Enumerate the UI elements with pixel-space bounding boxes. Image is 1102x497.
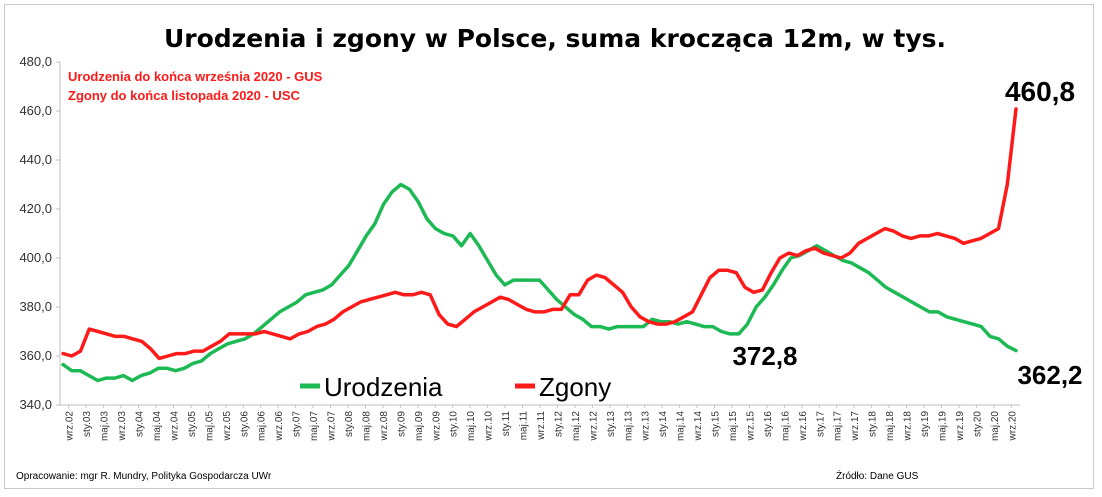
x-tick-label: maj.08	[361, 411, 372, 441]
x-tick-label: maj.05	[204, 411, 215, 441]
x-tick-label: maj.03	[100, 411, 111, 441]
legend-label-urodzenia: Urodzenia	[324, 372, 443, 402]
x-tick-label: maj.09	[414, 411, 425, 441]
y-tick-label: 380,0	[19, 299, 52, 314]
x-tick-label: wrz.13	[641, 411, 652, 442]
x-tick-label: wrz.20	[1007, 411, 1018, 442]
x-tick-label: wrz.07	[327, 411, 338, 442]
x-tick-label: maj.19	[937, 411, 948, 441]
x-tick-label: sty.19	[920, 411, 931, 437]
x-tick-label: maj.04	[152, 411, 163, 441]
x-tick-label: wrz.04	[169, 411, 180, 442]
x-tick-label: wrz.15	[745, 411, 756, 442]
x-tick-label: sty.15	[711, 411, 722, 437]
x-tick-label: sty.05	[187, 411, 198, 437]
legend-label-zgony: Zgony	[539, 372, 611, 402]
x-tick-label: maj.10	[466, 411, 477, 441]
x-tick-label: maj.17	[833, 411, 844, 441]
annotation-urodzenia-last: 362,2	[1017, 360, 1082, 390]
x-tick-label: wrz.12	[588, 411, 599, 442]
x-tick-label: wrz.17	[850, 411, 861, 442]
x-tick-label: wrz.16	[798, 411, 809, 442]
x-tick-label: sty.20	[972, 411, 983, 437]
x-tick-label: wrz.08	[379, 411, 390, 442]
x-axis: wrz.02 sty.03 maj.03 wrz.03 sty.04 maj.04 wrz.…	[60, 404, 1020, 442]
x-tick-label: sty.09	[396, 411, 407, 437]
source-author: Opracowanie: mgr R. Mundry, Polityka Gos…	[16, 471, 272, 482]
x-tick-label: wrz.05	[222, 411, 233, 442]
x-tick-label: wrz.10	[484, 411, 495, 442]
x-tick-label: sty.03	[82, 411, 93, 437]
x-tick-label: sty.06	[239, 411, 250, 437]
x-tick-label: wrz.09	[431, 411, 442, 442]
legend: Urodzenia Zgony	[300, 372, 611, 402]
note-births: Urodzenia do końca września 2020 - GUS	[68, 69, 323, 84]
note-deaths: Zgony do końca listopada 2020 - USC	[68, 88, 300, 103]
x-tick-label: wrz.02	[65, 411, 76, 442]
x-tick-label: maj.16	[780, 411, 791, 441]
y-tick-label: 360,0	[19, 348, 52, 363]
x-tick-label: wrz.03	[117, 411, 128, 442]
x-tick-label: sty.07	[292, 411, 303, 437]
annotation-urodzenia-2015: 372,8	[732, 341, 797, 371]
y-tick-label: 480,0	[19, 54, 52, 69]
series-line-urodzenia	[61, 182, 1018, 383]
x-tick-label: maj.06	[257, 411, 268, 441]
chart-title: Urodzenia i zgony w Polsce, suma krocząc…	[164, 24, 946, 53]
x-tick-label: sty.18	[868, 411, 879, 437]
annotation-max-zgony: 460,8	[1005, 76, 1075, 107]
x-tick-label: maj.12	[571, 411, 582, 441]
x-tick-label: sty.14	[658, 411, 669, 437]
x-tick-label: wrz.18	[903, 411, 914, 442]
x-tick-label: maj.15	[728, 411, 739, 441]
x-tick-label: maj.13	[623, 411, 634, 441]
x-tick-label: sty.10	[449, 411, 460, 437]
x-tick-label: wrz.11	[536, 411, 547, 441]
y-tick-label: 340,0	[19, 397, 52, 412]
series-layer	[61, 107, 1018, 383]
x-tick-label: sty.11	[501, 411, 512, 437]
x-tick-label: sty.16	[763, 411, 774, 437]
source-data: Źródło: Dane GUS	[836, 469, 919, 482]
x-tick-label: sty.04	[135, 411, 146, 437]
y-tick-label: 420,0	[19, 201, 52, 216]
series-line-zgony	[61, 107, 1018, 361]
x-tick-label: wrz.14	[693, 411, 704, 442]
x-tick-label: sty.13	[606, 411, 617, 437]
x-tick-label: sty.12	[553, 411, 564, 437]
x-tick-label: wrz.19	[955, 411, 966, 442]
x-tick-label: maj.11	[519, 411, 530, 441]
x-tick-label: maj.20	[990, 411, 1001, 441]
x-tick-label: maj.14	[676, 411, 687, 441]
x-tick-label: maj.18	[885, 411, 896, 441]
y-axis: 340,0 360,0 380,0 400,0 420,0 440,0 460,0 480,0	[19, 54, 61, 412]
x-tick-label: sty.08	[344, 411, 355, 437]
chart-frame	[4, 4, 1094, 489]
x-tick-label: wrz.06	[274, 411, 285, 442]
y-tick-label: 460,0	[19, 103, 52, 118]
x-tick-label: maj.07	[309, 411, 320, 441]
y-tick-label: 400,0	[19, 250, 52, 265]
y-tick-label: 440,0	[19, 152, 52, 167]
x-tick-label: sty.17	[815, 411, 826, 437]
